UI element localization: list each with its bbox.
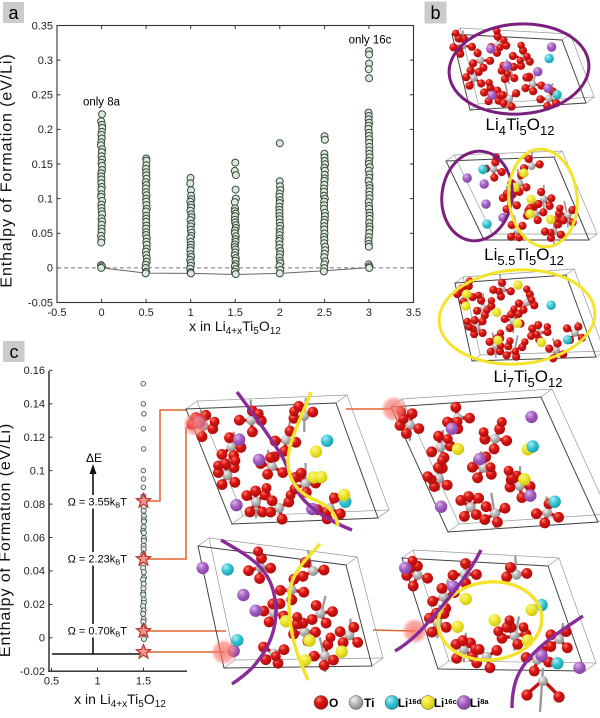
svg-text:2: 2 [277,307,283,319]
svg-text:b: b [430,3,440,23]
svg-text:3: 3 [366,307,372,319]
svg-text:0.12: 0.12 [24,432,45,444]
svg-text:0.15: 0.15 [32,159,53,171]
svg-text:x in Li4+xTi5O12: x in Li4+xTi5O12 [74,691,166,710]
svg-text:0.1: 0.1 [30,465,45,477]
svg-text:1.5: 1.5 [228,307,243,319]
svg-text:only 16c: only 16c [349,35,392,47]
svg-text:0.5: 0.5 [138,307,153,319]
svg-text:0.14: 0.14 [24,399,45,411]
svg-text:Ω = 0.70kBT: Ω = 0.70kBT [68,626,128,639]
svg-text:0: 0 [39,633,45,645]
svg-text:1: 1 [188,307,194,319]
svg-text:-0.05: -0.05 [28,297,53,309]
svg-text:1.5: 1.5 [136,676,151,688]
svg-text:0.05: 0.05 [32,228,53,240]
svg-text:ΔE: ΔE [86,451,102,465]
svg-text:-0.02: -0.02 [20,666,45,678]
svg-text:0.35: 0.35 [32,20,53,32]
svg-text:c: c [10,342,19,362]
svg-text:0.08: 0.08 [24,499,45,511]
svg-text:-0.5: -0.5 [48,307,67,319]
svg-text:0.5: 0.5 [44,676,59,688]
svg-text:0.3: 0.3 [38,55,53,67]
svg-text:0.06: 0.06 [24,532,45,544]
svg-text:x in Li4+xTi5O12: x in Li4+xTi5O12 [189,318,281,337]
svg-text:Enthalpy of Formation (eV/Li): Enthalpy of Formation (eV/Li) [0,53,16,287]
svg-text:0.2: 0.2 [38,124,53,136]
svg-text:O: O [329,696,338,710]
svg-text:3.5: 3.5 [406,307,421,319]
svg-text:0: 0 [47,263,53,275]
svg-text:0.04: 0.04 [24,566,45,578]
svg-text:Ω = 3.55kBT: Ω = 3.55kBT [68,497,128,510]
svg-text:2.5: 2.5 [317,307,332,319]
svg-text:a: a [8,3,19,23]
svg-text:1: 1 [94,676,100,688]
svg-text:Enthalpy of Formation (eV/Li): Enthalpy of Formation (eV/Li) [0,423,14,657]
svg-text:0.02: 0.02 [24,599,45,611]
svg-text:0.25: 0.25 [32,90,53,102]
svg-text:Ti: Ti [364,696,374,710]
svg-text:0: 0 [99,307,105,319]
svg-text:Ω = 2.23kBT: Ω = 2.23kBT [68,554,128,567]
svg-text:0.16: 0.16 [24,365,45,377]
svg-text:only 8a: only 8a [83,97,121,109]
svg-text:0.1: 0.1 [38,193,53,205]
